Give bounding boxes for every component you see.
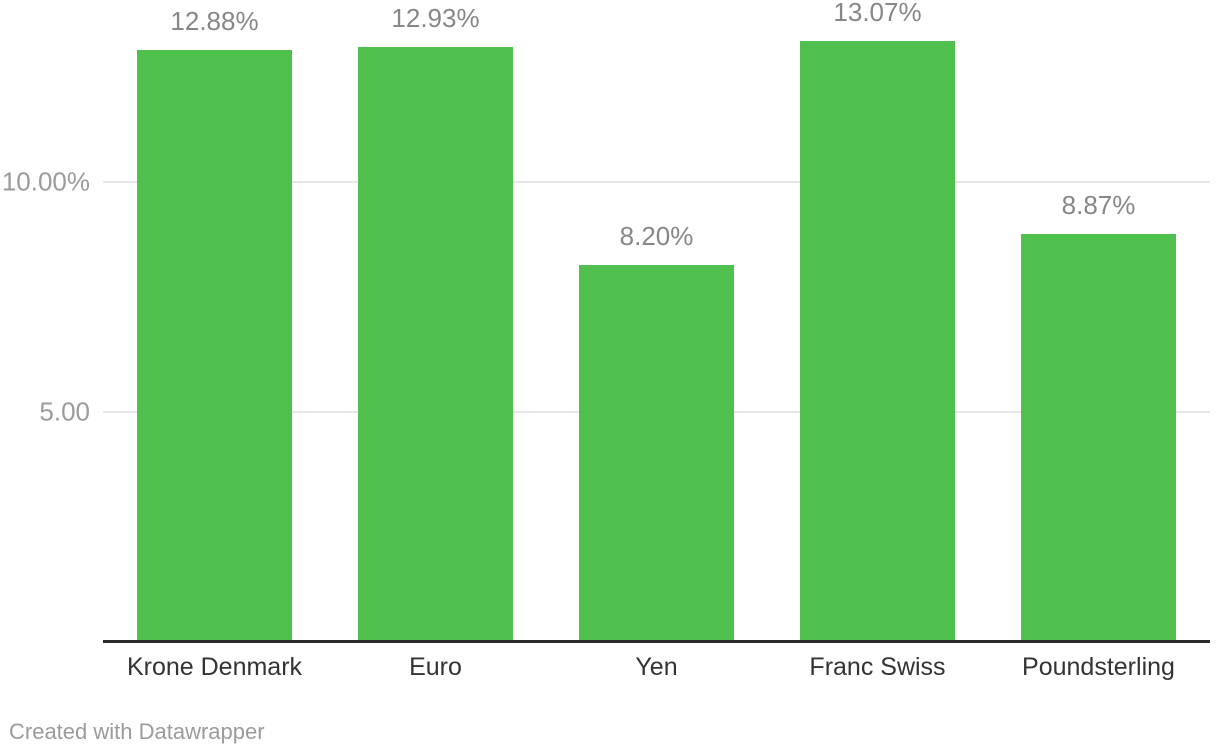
y-tick-label: 5.00 — [39, 396, 90, 427]
bar-poundsterling: 8.87% — [1021, 190, 1176, 642]
attribution-text: Created with Datawrapper — [9, 719, 265, 744]
bar-yen: 8.20% — [579, 221, 734, 642]
x-category-label: Euro — [409, 653, 462, 681]
x-category-label: Krone Denmark — [126, 653, 303, 681]
bar-value-label: 8.20% — [619, 220, 694, 251]
y-tick-label: 10.00% — [1, 166, 90, 197]
bar-euro: 12.93% — [358, 3, 513, 642]
bar-value-label: 13.07% — [833, 0, 922, 27]
bar-value-label: 12.93% — [391, 3, 480, 34]
bar-franc-swiss: 13.07% — [800, 0, 955, 642]
bar-value-label: 8.87% — [1061, 190, 1136, 220]
gridline-10 — [103, 181, 1210, 183]
bar-krone-denmark: 12.88% — [137, 6, 292, 642]
x-category-label: Yen — [635, 653, 678, 681]
x-axis-line — [103, 640, 1210, 643]
x-category-label: Franc Swiss — [809, 653, 946, 681]
x-category-label: Poundsterling — [1022, 653, 1175, 681]
bar-value-label: 12.88% — [170, 5, 259, 36]
